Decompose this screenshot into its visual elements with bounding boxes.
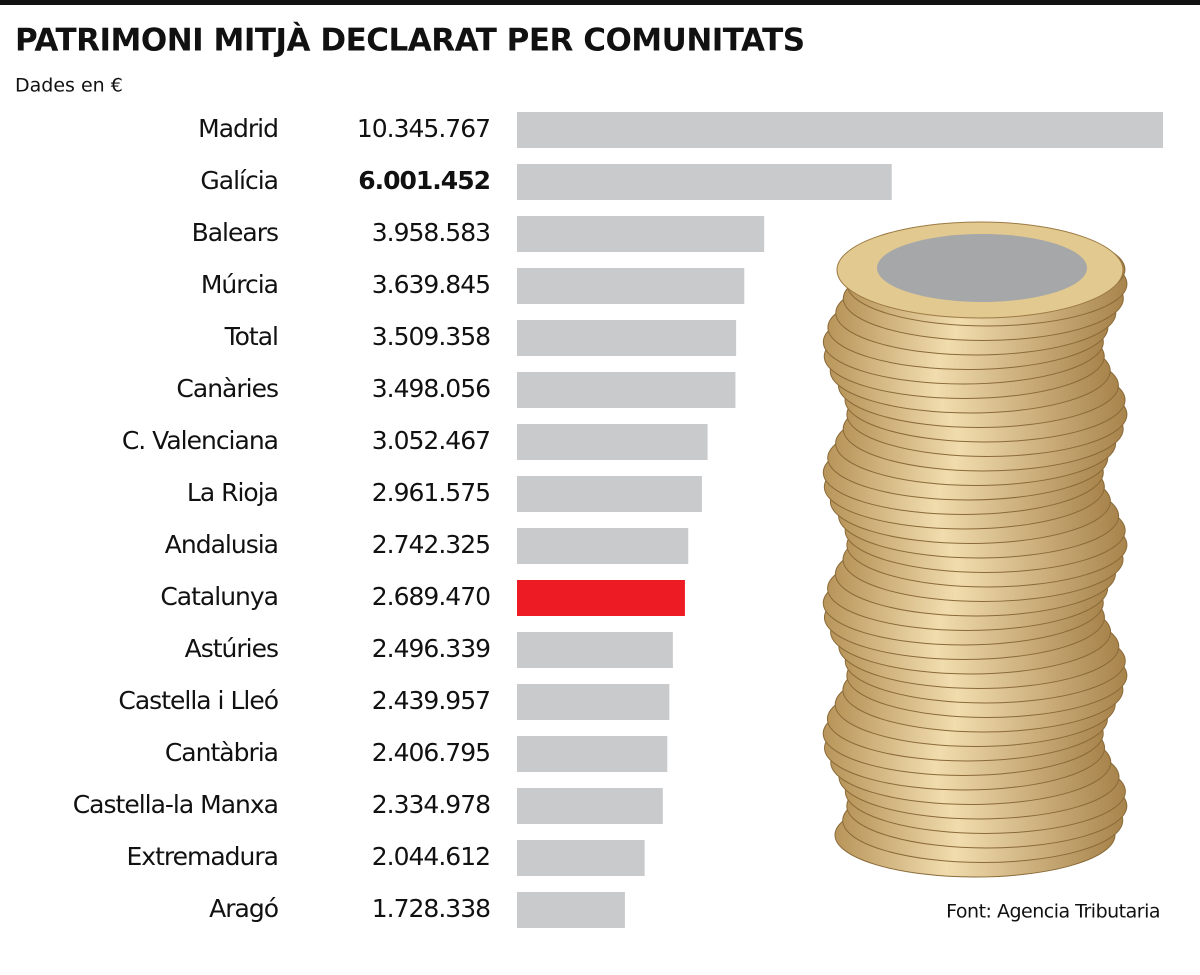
value-label: 2.961.575 (372, 478, 490, 507)
value-label: 3.509.358 (372, 322, 490, 351)
coin-stack (822, 221, 1128, 878)
category-label: C. Valenciana (122, 426, 278, 455)
chart-title: PATRIMONI MITJÀ DECLARAT PER COMUNITATS (15, 23, 805, 59)
category-label: Aragó (209, 894, 278, 923)
value-label: 2.334.978 (372, 790, 490, 819)
value-label: 10.345.767 (357, 114, 490, 143)
bar (517, 372, 736, 408)
bar (517, 164, 892, 200)
value-label: 2.496.339 (372, 634, 490, 663)
bar (517, 476, 702, 512)
bar (517, 580, 685, 616)
bar (517, 112, 1163, 148)
category-label: Catalunya (160, 582, 278, 611)
value-label: 2.044.612 (372, 842, 490, 871)
value-label: 2.742.325 (372, 530, 490, 559)
bar (517, 736, 668, 772)
value-label: 3.958.583 (372, 218, 490, 247)
value-label: 2.689.470 (372, 582, 490, 611)
category-label: Extremadura (127, 842, 279, 871)
bar (517, 684, 670, 720)
category-label: Madrid (198, 114, 278, 143)
category-label: Balears (192, 218, 278, 247)
category-label: Astúries (185, 634, 278, 663)
category-label: Canàries (176, 374, 278, 403)
value-label: 3.498.056 (372, 374, 490, 403)
category-label: La Rioja (187, 478, 278, 507)
bar (517, 892, 625, 928)
category-label: Múrcia (201, 270, 278, 299)
category-label: Andalusia (165, 530, 278, 559)
chart-subtitle: Dades en € (15, 75, 123, 97)
value-label: 3.052.467 (372, 426, 490, 455)
category-label: Total (224, 322, 278, 351)
bar (517, 788, 663, 824)
bar (517, 840, 645, 876)
bar (517, 216, 765, 252)
bar (517, 424, 708, 460)
bar (517, 528, 689, 564)
category-label: Castella i Lleó (118, 686, 278, 715)
value-label: 2.406.795 (372, 738, 490, 767)
value-label: 1.728.338 (372, 894, 490, 923)
bar (517, 268, 745, 304)
category-label: Galícia (200, 166, 278, 195)
value-label: 6.001.452 (358, 166, 490, 195)
bar (517, 320, 737, 356)
category-label: Cantàbria (165, 738, 278, 767)
source: Font: Agencia Tributaria (946, 901, 1160, 923)
category-label: Castella-la Manxa (73, 790, 278, 819)
top-rule (0, 0, 1200, 5)
value-label: 3.639.845 (372, 270, 490, 299)
coin-center (877, 234, 1087, 302)
value-label: 2.439.957 (372, 686, 490, 715)
bar (517, 632, 673, 668)
